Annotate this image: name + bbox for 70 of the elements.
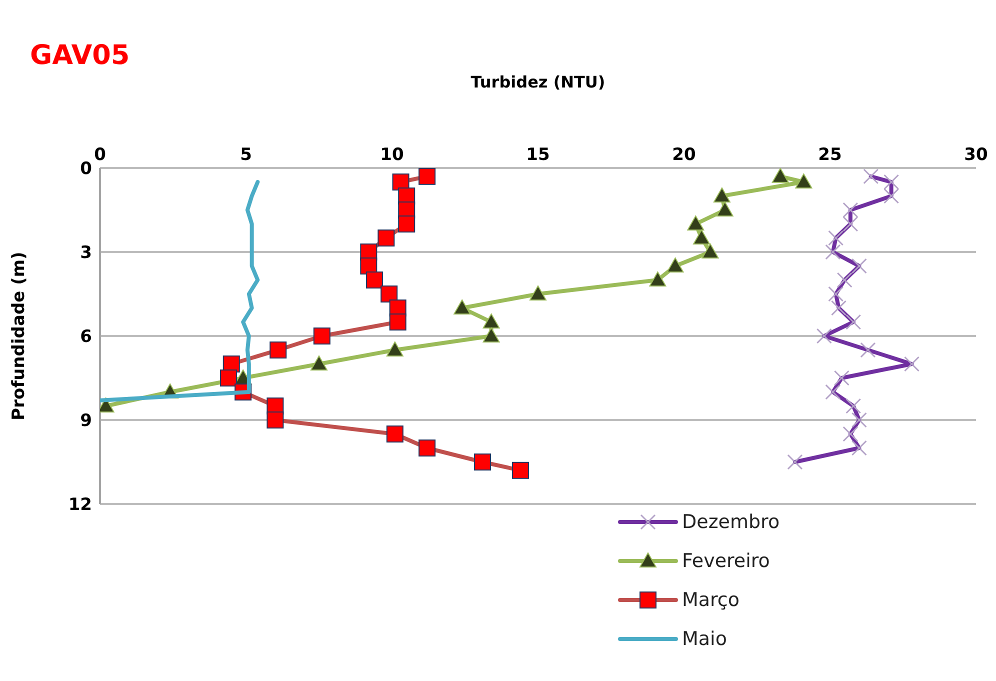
point: [687, 216, 704, 230]
legend-label: Março: [682, 588, 740, 610]
point: [266, 412, 284, 428]
x-tick-label: 15: [526, 145, 550, 165]
point: [860, 342, 876, 358]
legend-label: Fevereiro: [682, 550, 770, 572]
x-tick-label: 25: [818, 145, 842, 165]
point: [386, 426, 404, 442]
point: [828, 230, 844, 246]
point: [270, 342, 287, 358]
point: [666, 258, 684, 272]
point: [772, 168, 789, 183]
point: [851, 440, 867, 456]
point: [828, 286, 844, 302]
point: [831, 300, 847, 316]
point: [386, 342, 404, 356]
point: [795, 174, 812, 188]
legend-label: Dezembro: [682, 510, 780, 532]
point: [836, 272, 852, 288]
point: [220, 370, 237, 386]
point: [842, 202, 858, 218]
y-tick-label: 9: [80, 411, 92, 432]
point: [366, 272, 383, 288]
point: [884, 188, 900, 204]
point: [418, 168, 436, 185]
point: [851, 412, 867, 428]
point: [716, 202, 734, 216]
point: [702, 244, 719, 258]
point: [842, 426, 858, 442]
point: [787, 454, 803, 470]
point: [649, 272, 666, 286]
point: [825, 244, 841, 260]
point: [482, 314, 500, 328]
point: [474, 454, 492, 470]
x-axis-title: Turbidez (NTU): [470, 72, 606, 92]
point: [834, 370, 850, 386]
chart-title: GAV05: [30, 40, 130, 71]
point: [851, 258, 867, 274]
x-tick-label: 10: [380, 145, 404, 165]
point: [816, 328, 832, 344]
point: [846, 398, 862, 414]
point: [530, 286, 546, 300]
point: [380, 286, 398, 302]
point: [512, 462, 529, 479]
y-axis-title: Profundidade (m): [9, 252, 30, 420]
x-tick-label: 30: [964, 145, 988, 165]
point: [904, 356, 920, 372]
point: [713, 188, 730, 202]
y-tick-label: 12: [68, 495, 92, 516]
point: [398, 216, 416, 232]
point: [482, 328, 500, 342]
y-tick-label: 6: [80, 327, 92, 348]
point: [842, 216, 858, 232]
x-tick-label: 0: [94, 145, 106, 165]
point: [884, 174, 900, 190]
y-tick-label: 0: [80, 159, 92, 180]
point: [418, 440, 436, 456]
point: [825, 384, 841, 400]
point: [378, 230, 395, 246]
x-tick-label: 5: [240, 145, 252, 165]
point: [693, 230, 710, 244]
x-tick-label: 20: [672, 145, 696, 165]
point: [310, 356, 328, 370]
point: [846, 314, 862, 330]
point: [313, 328, 330, 344]
y-tick-label: 3: [80, 243, 92, 264]
point: [389, 314, 406, 330]
point: [863, 168, 879, 184]
legend-label: Maio: [682, 628, 727, 650]
point: [454, 300, 471, 314]
